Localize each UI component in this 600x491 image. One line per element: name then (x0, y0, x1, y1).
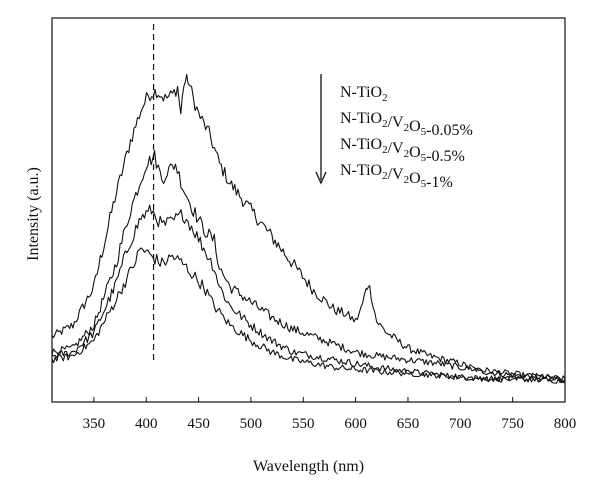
x-tick-label: 750 (501, 416, 524, 432)
x-ticks-group: 350 400 450 500 550 600 650 700 750 800 (83, 397, 577, 432)
legend: N-TiO2 N-TiO2/V2O5-0.05%N-TiO2/V2O5-0.5%N… (315, 74, 473, 191)
x-tick-label: 700 (449, 416, 472, 432)
series-line-4 (51, 247, 566, 384)
legend-entry-1: N-TiO2 (340, 84, 388, 104)
x-tick-label: 450 (187, 416, 210, 432)
series-group (51, 73, 566, 384)
x-tick-label: 800 (554, 416, 577, 432)
x-tick-label: 500 (240, 416, 263, 432)
legend-entry-4: N-TiO2/V2O5-1% (340, 162, 453, 191)
series-line-1 (51, 73, 566, 383)
x-tick-label: 600 (344, 416, 367, 432)
y-axis-label: Intensity (a.u.) (25, 167, 42, 261)
x-tick-label: 650 (397, 416, 420, 432)
plot-border (51, 17, 566, 403)
x-tick-label: 400 (135, 416, 158, 432)
legend-entry-3: N-TiO2/V2O5-0.5% (340, 136, 465, 165)
x-tick-label: 550 (292, 416, 315, 432)
series-line-2 (51, 149, 566, 382)
legend-arrow-head (315, 171, 327, 185)
series-line-3 (51, 204, 566, 384)
legend-entry-2: N-TiO2/V2O5-0.05% (340, 110, 473, 139)
x-tick-label: 350 (83, 416, 106, 432)
x-axis-label: Wavelength (nm) (253, 458, 364, 475)
plot-frame (51, 17, 566, 403)
